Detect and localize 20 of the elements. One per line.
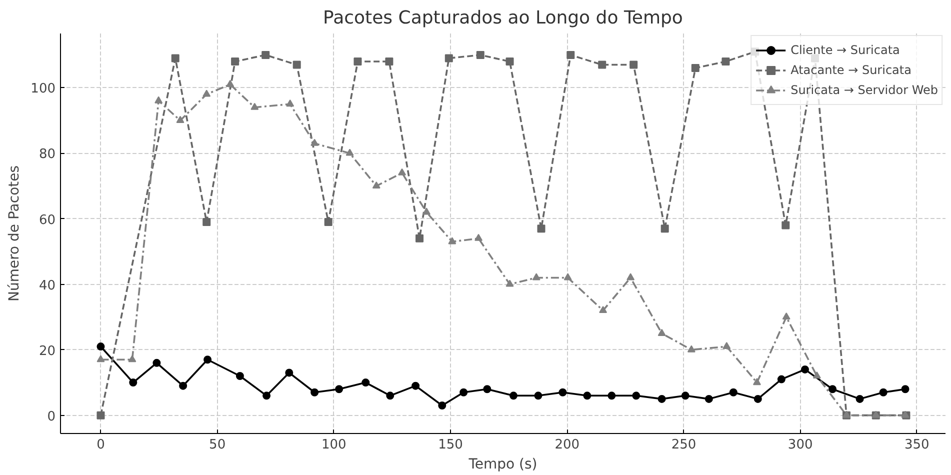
chart-title: Pacotes Capturados ao Longo do Tempo xyxy=(323,8,683,28)
x-tick-label: 350 xyxy=(904,438,930,452)
x-tick-label: 200 xyxy=(554,438,580,452)
x-tick-label: 50 xyxy=(209,438,226,452)
legend-label: Cliente → Suricata xyxy=(790,43,900,57)
y-tick-label: 60 xyxy=(38,212,56,228)
y-tick-label: 0 xyxy=(47,409,56,424)
y-tick-label: 80 xyxy=(38,147,56,162)
x-tick-label: 250 xyxy=(671,438,696,452)
y-axis-title: Número de Pacotes xyxy=(6,165,23,302)
legend-label: Suricata → Servidor Web xyxy=(790,83,938,97)
legend-label: Atacante → Suricata xyxy=(790,63,912,77)
x-tick-label: 300 xyxy=(788,438,813,452)
x-tick-label: 150 xyxy=(438,438,463,452)
y-tick-label: 40 xyxy=(38,278,56,294)
x-tick-label: 100 xyxy=(322,438,346,452)
x-axis-title: Tempo (s) xyxy=(468,456,538,472)
y-tick-label: 100 xyxy=(30,82,56,97)
y-tick-label: 20 xyxy=(38,344,56,359)
x-tick-label: 0 xyxy=(96,438,105,452)
